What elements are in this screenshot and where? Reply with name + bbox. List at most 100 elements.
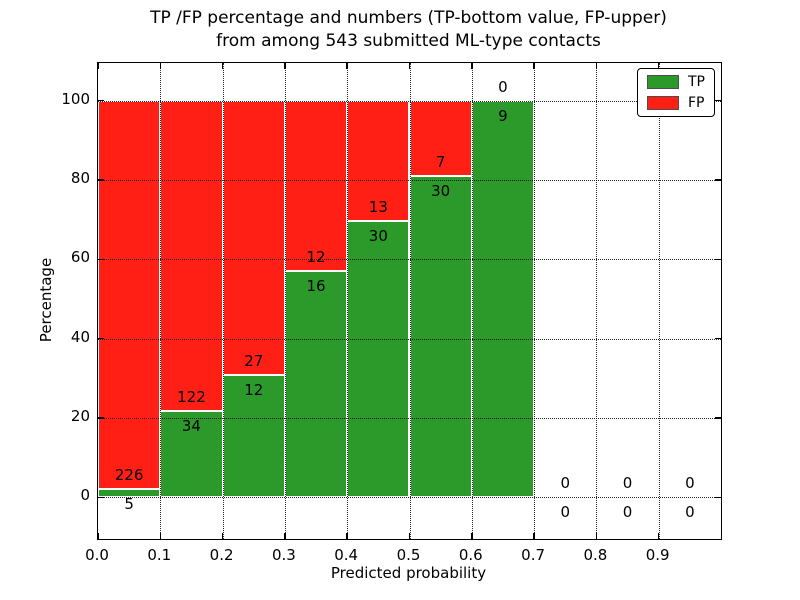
fp-count-label: 122 xyxy=(177,387,206,406)
x-tick-mark-top xyxy=(657,63,660,69)
y-tick-mark-left xyxy=(98,337,104,340)
chart-title: TP /FP percentage and numbers (TP-bottom… xyxy=(97,7,720,53)
x-tick-label: 0.4 xyxy=(334,546,359,564)
legend: TP FP xyxy=(637,68,715,117)
x-tick-label: 0.3 xyxy=(271,546,296,564)
y-tick-label: 0 xyxy=(80,486,90,505)
bar-segment-tp xyxy=(347,220,410,498)
tp-count-label: 34 xyxy=(181,416,201,435)
y-tick-label: 40 xyxy=(70,327,90,346)
y-tick-mark-left xyxy=(98,496,104,499)
x-tick-mark-bottom xyxy=(533,533,535,539)
y-tick-mark-left xyxy=(98,99,104,102)
y-tick-label: 60 xyxy=(70,248,90,267)
bar-segment-tp xyxy=(471,100,535,498)
tp-count-label: 9 xyxy=(498,106,508,125)
bar-segment-fp xyxy=(222,100,285,376)
bar-segment-tp xyxy=(160,410,223,498)
legend-entry-tp: TP xyxy=(647,75,705,89)
x-tick-mark-bottom xyxy=(346,533,348,539)
fp-count-label: 12 xyxy=(306,247,326,266)
x-tick-label: 0.0 xyxy=(85,546,109,564)
bar-segment-fp xyxy=(284,100,348,271)
x-tick-mark-bottom xyxy=(159,533,162,539)
tp-color-swatch xyxy=(647,75,679,89)
x-tick-mark-bottom xyxy=(408,533,411,539)
dotted-gridline-vertical xyxy=(596,63,598,539)
dotted-gridline-vertical xyxy=(284,63,286,539)
x-tick-label: 0.9 xyxy=(645,546,670,564)
tp-count-label: 0 xyxy=(685,503,695,522)
y-tick-mark-right xyxy=(715,417,721,419)
fp-count-label: 27 xyxy=(244,352,264,371)
x-tick-label: 0.2 xyxy=(209,546,234,564)
dotted-gridline-vertical xyxy=(658,63,660,539)
x-tick-label: 0.7 xyxy=(521,546,546,564)
y-tick-label: 100 xyxy=(61,89,90,108)
dotted-gridline-vertical xyxy=(347,63,349,539)
x-tick-label: 0.8 xyxy=(583,546,608,564)
fp-count-label: 0 xyxy=(622,474,633,493)
x-tick-mark-bottom xyxy=(97,533,99,539)
fp-count-label: 226 xyxy=(114,465,144,484)
x-tick-mark-top xyxy=(595,63,598,69)
x-tick-mark-bottom xyxy=(657,533,660,539)
legend-label-tp: TP xyxy=(688,74,705,90)
fp-count-label: 7 xyxy=(435,152,446,171)
tp-count-label: 0 xyxy=(622,503,633,522)
x-tick-mark-bottom xyxy=(471,533,473,539)
bar-segment-tp xyxy=(98,488,161,498)
y-tick-mark-left xyxy=(98,258,104,261)
legend-label-fp: FP xyxy=(688,95,705,111)
x-tick-mark-top xyxy=(533,63,535,69)
x-tick-mark-top xyxy=(97,63,99,69)
x-axis-label: Predicted probability xyxy=(330,564,487,582)
x-tick-mark-bottom xyxy=(221,533,224,539)
chart-title-line-2: from among 543 submitted ML-type contact… xyxy=(216,31,601,51)
bar-segment-tp xyxy=(284,270,348,498)
dotted-gridline-vertical xyxy=(409,63,411,539)
y-tick-mark-left xyxy=(98,179,104,181)
x-tick-mark-top xyxy=(408,63,411,69)
x-tick-mark-top xyxy=(471,63,473,69)
y-tick-mark-right xyxy=(715,179,721,181)
bar-segment-fp xyxy=(160,100,223,411)
bar-segment-tp xyxy=(409,175,472,498)
x-tick-mark-top xyxy=(159,63,162,69)
x-tick-label: 0.5 xyxy=(396,546,421,564)
tp-count-label: 30 xyxy=(431,181,451,200)
tp-count-label: 12 xyxy=(244,381,264,400)
fp-count-label: 0 xyxy=(685,474,695,493)
y-tick-label: 20 xyxy=(70,407,90,426)
bar-segment-fp xyxy=(409,100,472,176)
x-tick-mark-top xyxy=(284,63,286,69)
dotted-gridline-vertical xyxy=(160,63,162,539)
plot-area: TP FP 226 5 122 34 27 12 12 16 13 30 7 30 0 9 0 0 0 0 0 0 xyxy=(97,62,722,540)
x-tick-mark-top xyxy=(346,63,348,69)
y-tick-mark-right xyxy=(715,99,721,102)
fp-count-label: 13 xyxy=(368,197,388,216)
dotted-gridline-vertical xyxy=(534,63,536,539)
y-tick-label: 80 xyxy=(70,169,90,188)
tp-count-label: 30 xyxy=(368,226,388,245)
tp-count-label: 16 xyxy=(306,276,326,295)
legend-entry-fp: FP xyxy=(647,96,705,110)
x-tick-label: 0.1 xyxy=(147,546,172,564)
fp-count-label: 0 xyxy=(560,474,571,493)
y-tick-mark-right xyxy=(715,258,721,261)
fp-color-swatch xyxy=(647,96,679,110)
tp-count-label: 0 xyxy=(560,503,571,522)
y-tick-mark-right xyxy=(715,337,721,340)
tp-count-label: 5 xyxy=(124,494,134,513)
y-tick-mark-right xyxy=(715,496,721,499)
x-tick-label: 0.6 xyxy=(458,546,483,564)
fp-count-label: 0 xyxy=(498,77,508,96)
x-tick-mark-bottom xyxy=(284,533,286,539)
x-tick-mark-bottom xyxy=(595,533,598,539)
x-tick-mark-top xyxy=(221,63,224,69)
chart-title-line-1: TP /FP percentage and numbers (TP-bottom… xyxy=(150,8,667,28)
dotted-gridline-vertical xyxy=(471,63,473,539)
bar-segment-fp xyxy=(98,100,161,489)
y-tick-mark-left xyxy=(98,417,104,419)
